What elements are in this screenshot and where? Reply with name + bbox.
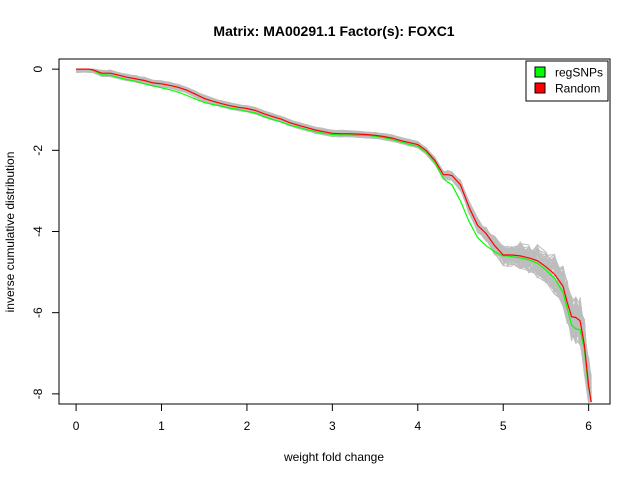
background-line [76,68,592,403]
background-line [76,68,592,391]
background-line [76,68,592,400]
series-line-random [76,68,592,403]
x-tick-label: 3 [329,419,336,433]
background-line [76,70,592,389]
background-line [76,68,592,403]
background-line [76,70,592,398]
background-line [76,71,592,404]
y-tick-label: -2 [31,145,45,156]
background-line [76,70,592,403]
background-line [76,69,592,401]
background-line [76,70,592,386]
background-line [76,68,592,403]
series-line-regsnps [76,68,590,390]
background-line [76,68,592,403]
y-axis-label: inverse cumulative distribution [3,152,17,313]
background-line [76,70,592,399]
background-lines [76,68,592,404]
background-line [76,68,592,403]
background-line [76,68,592,403]
background-line [76,68,592,403]
background-line [76,70,592,391]
background-line [76,69,592,400]
legend-label-random: Random [555,82,600,96]
background-line [76,68,592,403]
background-line [76,68,592,395]
y-tick-label: -6 [31,307,45,318]
x-tick-label: 0 [73,419,80,433]
background-line [76,68,592,403]
background-line [76,69,592,403]
background-line [76,69,592,403]
background-line [76,71,592,403]
background-line [76,69,592,403]
background-line [76,68,592,403]
background-line [76,70,592,403]
background-line [76,70,592,403]
plot-frame [58,58,611,405]
chart-title: Matrix: MA00291.1 Factor(s): FOXC1 [213,23,454,39]
background-line [76,68,592,403]
background-line [76,68,592,389]
background-line [76,70,592,401]
y-axis: 0 -2 -4 -6 -8 [31,65,60,399]
series-lines [76,68,592,403]
background-line [76,69,592,404]
background-line [76,68,592,403]
y-tick-label: -4 [31,226,45,237]
x-tick-label: 2 [244,419,251,433]
background-line [76,68,592,381]
x-tick-label: 1 [158,419,165,433]
legend-box [525,60,609,102]
background-line [76,68,592,378]
background-line [76,70,592,403]
y-tick-label: 0 [31,65,45,72]
x-tick-label: 5 [500,419,507,433]
background-line [76,69,592,403]
legend-swatch-random [534,82,546,94]
background-line [76,71,592,403]
x-tick-label: 6 [585,419,592,433]
background-line [76,68,592,404]
background-line [76,70,592,403]
background-line [76,68,592,403]
legend: regSNPs Random [525,60,609,102]
background-line [76,70,592,403]
plot-area [58,58,611,405]
background-line [76,68,592,403]
legend-swatch-regsnps [534,66,546,78]
legend-label-regsnps: regSNPs [555,66,603,80]
background-line [76,70,592,394]
x-axis: 0 1 2 3 4 5 6 [73,403,592,433]
background-line [76,70,592,403]
background-line [76,68,592,403]
background-line [76,70,592,403]
background-line [76,69,592,402]
background-line [76,68,592,395]
background-line [76,70,592,388]
background-line [76,70,592,383]
background-line [76,68,592,397]
background-line [76,70,592,403]
background-line [76,68,592,403]
background-line [76,68,592,403]
y-tick-label: -8 [31,388,45,399]
background-line [76,69,592,377]
x-axis-label: weight fold change [283,450,384,464]
background-line [76,68,592,380]
background-line [76,70,592,403]
x-tick-label: 4 [414,419,421,433]
background-line [76,69,592,403]
background-line [76,68,592,403]
